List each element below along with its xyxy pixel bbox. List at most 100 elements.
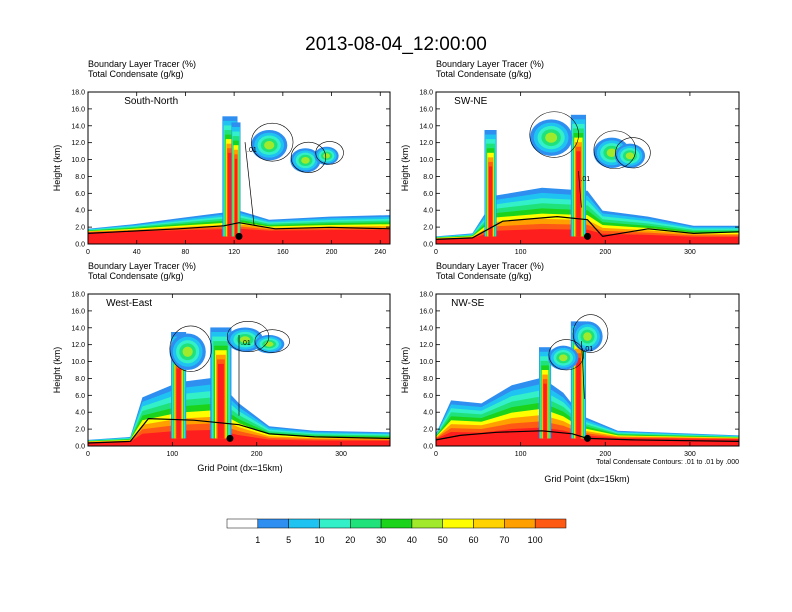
field-shading: .01	[436, 111, 739, 244]
location-marker	[584, 434, 591, 442]
y-tick-label: 14.0	[71, 123, 85, 130]
chart-panel: Boundary Layer Tracer (%)Total Condensat…	[400, 261, 740, 458]
y-tick-label: 10.0	[419, 359, 433, 366]
x-tick-label: 40	[133, 249, 141, 256]
shading-label: Boundary Layer Tracer (%)	[88, 261, 196, 271]
y-tick-label: 2.0	[75, 427, 85, 434]
tracer-tower	[488, 166, 493, 237]
x-tick-label: 0	[434, 249, 438, 256]
condensate-contour	[578, 171, 582, 208]
y-tick-label: 0.0	[75, 242, 85, 249]
x-tick-label: 200	[599, 451, 611, 458]
tracer-anvil	[301, 156, 310, 164]
condensate-contour	[581, 341, 585, 399]
x-tick-label: 160	[277, 249, 289, 256]
y-axis-label: Height (km)	[52, 347, 62, 394]
y-tick-label: 8.0	[423, 174, 433, 181]
y-tick-label: 18.0	[419, 292, 433, 299]
y-tick-label: 6.0	[423, 191, 433, 198]
y-tick-label: 16.0	[419, 308, 433, 315]
x-tick-label: 120	[228, 249, 240, 256]
colorbar-swatch	[411, 518, 443, 529]
condensate-contour	[251, 122, 294, 162]
y-tick-label: 8.0	[75, 376, 85, 383]
x-tick-label: 300	[684, 451, 696, 458]
terrain-line	[436, 430, 739, 442]
tracer-tower	[234, 158, 238, 237]
x-tick-label: 240	[374, 249, 386, 256]
panel-label: NW-SE	[451, 298, 484, 309]
colorbar-swatch	[504, 518, 536, 529]
colorbar-label: 20	[345, 535, 355, 545]
plot-frame	[87, 91, 391, 245]
tracer-anvil	[239, 336, 251, 344]
location-marker	[235, 232, 243, 240]
y-tick-label: 2.0	[75, 225, 85, 232]
y-tick-label: 4.0	[75, 410, 85, 417]
condensate-contour	[615, 137, 651, 169]
y-tick-label: 12.0	[71, 342, 85, 349]
y-tick-label: 10.0	[71, 157, 85, 164]
tracer-anvil	[323, 153, 330, 159]
colorbar-label: 1	[255, 535, 260, 545]
terrain-line	[88, 417, 390, 444]
y-tick-label: 14.0	[71, 325, 85, 332]
y-tick-label: 10.0	[419, 157, 433, 164]
x-tick-label: 100	[167, 451, 179, 458]
y-tick-label: 16.0	[71, 106, 85, 113]
plot-frame	[435, 293, 740, 447]
location-marker	[226, 434, 234, 442]
x-tick-label: 100	[515, 451, 527, 458]
contour-label: Total Condensate (g/kg)	[88, 271, 184, 281]
y-axis-label: Height (km)	[400, 347, 410, 394]
colorbar-swatch	[380, 518, 413, 529]
terrain-line	[436, 215, 739, 240]
colorbar-swatch	[257, 518, 289, 529]
y-tick-label: 14.0	[419, 325, 433, 332]
shading-label: Boundary Layer Tracer (%)	[88, 59, 196, 69]
panel-label: South-North	[124, 96, 178, 107]
colorbar-swatch	[226, 518, 259, 529]
x-tick-label: 200	[599, 249, 611, 256]
plot-frame	[87, 293, 391, 447]
x-tick-label: 100	[515, 249, 527, 256]
chart-panel: Boundary Layer Tracer (%)Total Condensat…	[52, 59, 391, 256]
condensate-contour	[572, 314, 609, 353]
y-tick-label: 6.0	[423, 393, 433, 400]
colorbar-label: 50	[438, 535, 448, 545]
panel-label: SW-NE	[454, 96, 487, 107]
x-tick-label: 300	[335, 451, 347, 458]
contour-label: Total Condensate (g/kg)	[436, 271, 532, 281]
colorbar-label: 60	[469, 535, 479, 545]
y-tick-label: 6.0	[75, 393, 85, 400]
plot-frame	[435, 91, 740, 245]
y-tick-label: 18.0	[419, 90, 433, 97]
tracer-anvil	[625, 152, 635, 160]
y-tick-label: 0.0	[423, 444, 433, 451]
colorbar-label: 10	[314, 535, 324, 545]
x-tick-label: 0	[434, 451, 438, 458]
shading-label: Boundary Layer Tracer (%)	[436, 59, 544, 69]
field-shading: .01	[88, 116, 390, 244]
condensate-contour	[548, 339, 585, 371]
x-axis-label-right: Grid Point (dx=15km)	[544, 474, 629, 484]
y-tick-label: 8.0	[423, 376, 433, 383]
contour-note: Total Condensate Contours: .01 to .01 by…	[596, 459, 739, 466]
colorbar-swatch	[350, 518, 382, 529]
panel-label: West-East	[106, 298, 152, 309]
panels: Boundary Layer Tracer (%)Total Condensat…	[52, 59, 740, 458]
tracer-anvil	[559, 354, 568, 362]
x-tick-label: 300	[684, 249, 696, 256]
tracer-tower	[227, 152, 233, 237]
y-tick-label: 18.0	[71, 90, 85, 97]
tracer-anvil	[545, 132, 558, 143]
contour-value-label: .01	[580, 176, 590, 183]
contour-label: Total Condensate (g/kg)	[436, 69, 532, 79]
x-tick-label: 80	[182, 249, 190, 256]
colorbar-swatch	[319, 518, 351, 529]
colorbar-label: 40	[407, 535, 417, 545]
condensate-contour	[169, 325, 212, 372]
colorbar: 1 5 10 20 30 40 50 60 70 100	[226, 518, 567, 545]
condensate-contour	[226, 321, 270, 353]
y-tick-label: 4.0	[423, 410, 433, 417]
